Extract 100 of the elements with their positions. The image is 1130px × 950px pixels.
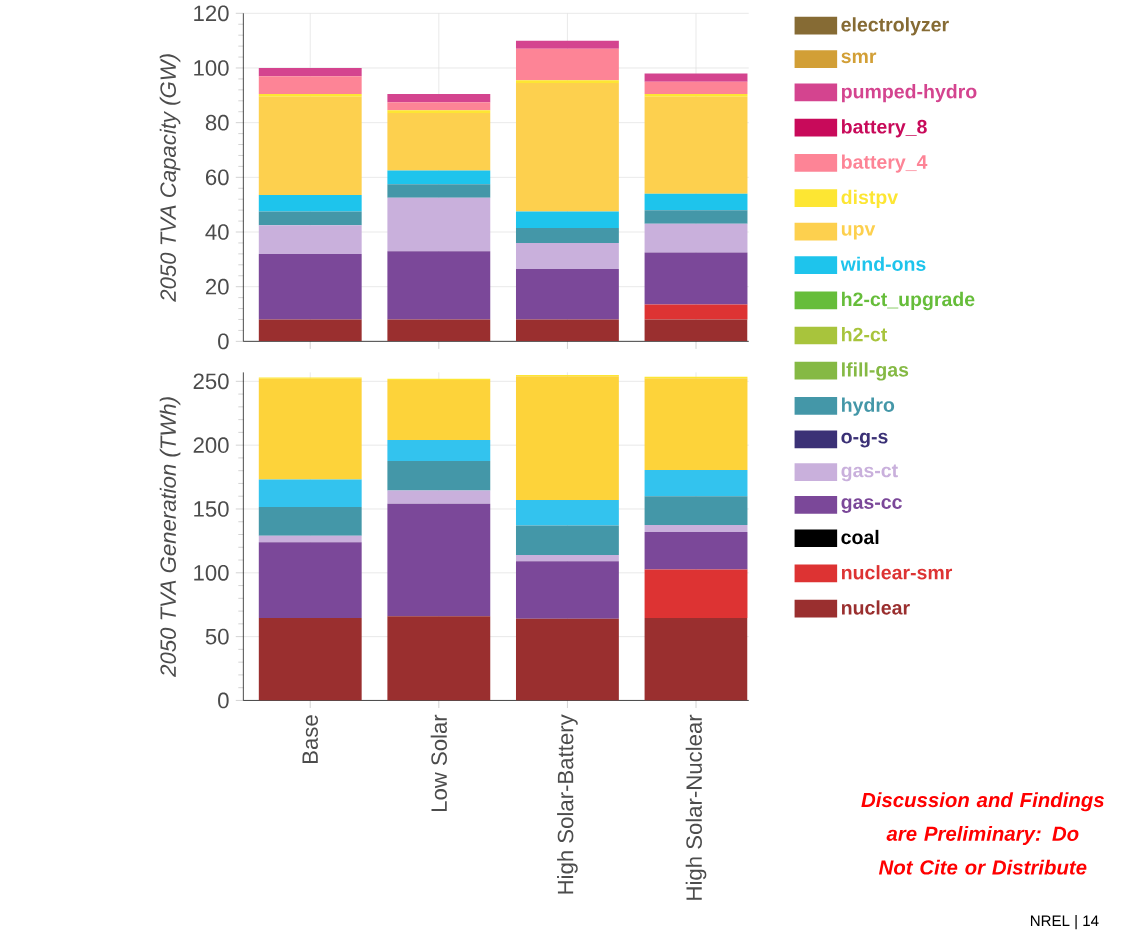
legend-label: gas-cc xyxy=(841,498,902,513)
bar xyxy=(258,253,362,320)
x-tick-label: Low Solar xyxy=(430,714,447,811)
legend-label: coal xyxy=(841,529,879,544)
bar xyxy=(258,93,362,97)
legend-label: nuclear-smr xyxy=(841,564,953,580)
y-tick-label: 120 xyxy=(194,5,229,21)
bar xyxy=(644,93,748,97)
bar xyxy=(515,227,619,243)
bar xyxy=(644,377,748,470)
bar xyxy=(258,224,362,254)
bar xyxy=(644,304,748,320)
legend-label: electrolyzer xyxy=(841,16,949,36)
bar xyxy=(515,618,619,701)
bar xyxy=(387,439,491,461)
bar xyxy=(644,495,748,525)
bar xyxy=(644,531,748,570)
bar xyxy=(258,541,362,618)
bar xyxy=(644,193,748,210)
legend-label: wind-ons xyxy=(840,256,926,271)
text: Discussion and Findings are Preliminary: Do Not Cite or Distribute xyxy=(861,792,1104,875)
bar xyxy=(515,319,619,342)
legend-label: distpv xyxy=(841,189,899,208)
legend-label: h2-ct xyxy=(842,326,888,342)
bar xyxy=(644,73,748,82)
bar xyxy=(387,110,491,113)
legend-label: hydro xyxy=(842,397,895,416)
legend-label: battery_4 xyxy=(841,154,928,173)
y-tick-label: 100 xyxy=(194,564,229,581)
y-tick-label: 250 xyxy=(193,373,229,389)
bar xyxy=(258,211,362,225)
bar xyxy=(515,525,619,555)
legend-label: battery_8 xyxy=(841,119,927,138)
bar xyxy=(515,40,619,49)
bar xyxy=(644,319,748,342)
bar xyxy=(644,81,748,94)
bar xyxy=(644,252,748,305)
bar xyxy=(515,82,619,212)
y-axis-title: 2050 TVA Generation (TWh) xyxy=(159,397,181,677)
bar xyxy=(387,615,491,701)
bar xyxy=(258,319,362,342)
legend-label: o-g-s xyxy=(841,432,888,448)
legend-label: pumped-hydro xyxy=(841,83,977,102)
legend-label: upv xyxy=(841,224,876,240)
bar xyxy=(644,469,748,496)
bar xyxy=(258,96,362,195)
bar xyxy=(258,194,362,212)
legend-label: gas-ct xyxy=(841,464,898,482)
bar xyxy=(387,460,491,491)
bar xyxy=(387,183,491,198)
bar xyxy=(387,93,491,102)
bar xyxy=(515,211,619,228)
bar xyxy=(258,378,362,480)
bar xyxy=(387,197,491,251)
bar xyxy=(387,101,491,111)
bar xyxy=(644,96,748,194)
y-tick-label: 150 xyxy=(194,500,229,517)
y-tick-label: 80 xyxy=(205,114,229,131)
bar xyxy=(515,242,619,269)
y-tick-label: 0 xyxy=(218,333,229,349)
legend-label: nuclear xyxy=(841,600,910,615)
bar xyxy=(644,569,748,618)
bar xyxy=(387,490,491,504)
y-axis-title: 2050 TVA Capacity (GW) xyxy=(159,54,181,302)
bar xyxy=(515,554,619,562)
y-tick-label: 100 xyxy=(194,59,229,76)
bar xyxy=(644,617,748,701)
x-tick-label: High Solar-Nuclear xyxy=(685,714,707,900)
y-tick-label: 60 xyxy=(205,169,229,185)
bar xyxy=(644,209,748,224)
bar xyxy=(387,319,491,342)
legend-label: h2-ct_upgrade xyxy=(842,291,975,310)
legend-label: smr xyxy=(841,52,877,63)
text: NREL | 14 xyxy=(1030,914,1099,929)
bar xyxy=(258,617,362,701)
y-tick-label: 0 xyxy=(218,692,229,709)
bar xyxy=(258,75,362,94)
bar xyxy=(515,561,619,619)
y-tick-label: 40 xyxy=(205,223,229,240)
bar xyxy=(515,499,619,526)
bar xyxy=(387,379,491,440)
bar xyxy=(258,535,362,542)
bar xyxy=(387,170,491,184)
bar xyxy=(515,80,619,83)
bar xyxy=(387,112,491,171)
bar xyxy=(515,268,619,320)
bar xyxy=(644,524,748,532)
bar xyxy=(644,223,748,253)
legend-label: lfill-gas xyxy=(842,362,909,381)
bar xyxy=(387,503,491,616)
y-tick-label: 200 xyxy=(193,437,229,453)
y-tick-label: 50 xyxy=(205,628,229,645)
bar xyxy=(258,479,362,507)
bar xyxy=(515,48,619,81)
x-tick-label: High Solar-Battery xyxy=(557,714,578,894)
bar xyxy=(258,67,362,76)
y-tick-label: 20 xyxy=(205,278,229,295)
bar xyxy=(258,506,362,536)
bar xyxy=(515,375,619,500)
x-tick-label: Base xyxy=(302,715,318,763)
